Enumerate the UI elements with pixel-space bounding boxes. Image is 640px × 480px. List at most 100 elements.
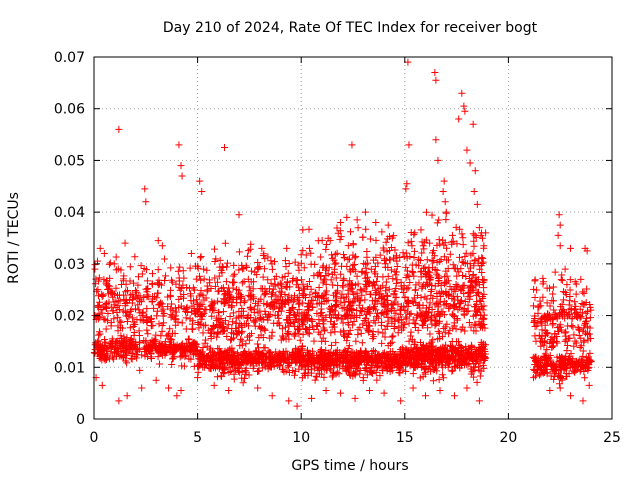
data-point [363, 371, 371, 379]
data-point [227, 329, 235, 337]
data-point [375, 290, 383, 298]
data-point [389, 332, 397, 340]
data-point [370, 304, 378, 312]
data-point [310, 357, 318, 365]
data-point [247, 306, 255, 314]
data-point [256, 314, 264, 322]
data-point [167, 264, 175, 272]
data-point [325, 264, 333, 272]
data-point [209, 352, 217, 360]
data-point [347, 228, 355, 236]
data-point [282, 263, 290, 271]
data-point [351, 355, 359, 363]
data-point [147, 355, 155, 363]
data-point [439, 374, 447, 382]
data-point [143, 326, 151, 334]
data-point [307, 260, 315, 268]
data-point [362, 260, 370, 268]
data-point [386, 348, 394, 356]
data-point [343, 337, 351, 345]
data-point [343, 333, 351, 341]
data-point [362, 314, 370, 322]
data-point [371, 319, 379, 327]
data-point [461, 327, 469, 335]
data-point [126, 307, 134, 315]
data-point [261, 360, 269, 368]
data-point [147, 349, 155, 357]
data-point [147, 322, 155, 330]
data-point [402, 263, 410, 271]
data-point [337, 315, 345, 323]
data-point [369, 282, 377, 290]
data-point [426, 330, 434, 338]
data-point [291, 367, 299, 375]
data-point [328, 251, 336, 259]
data-point [327, 329, 335, 337]
data-point [270, 357, 278, 365]
data-point [238, 341, 246, 349]
data-point [161, 338, 169, 346]
data-point [168, 312, 176, 320]
data-point [349, 288, 357, 296]
data-point [98, 290, 106, 298]
data-point [325, 304, 333, 312]
data-point [160, 309, 168, 317]
data-point [320, 297, 328, 305]
data-point [384, 364, 392, 372]
data-point [358, 267, 366, 275]
data-point [351, 370, 359, 378]
data-point [285, 299, 293, 307]
data-point [380, 255, 388, 263]
data-point [129, 346, 137, 354]
data-point [217, 266, 225, 274]
data-point [238, 265, 246, 273]
data-point [352, 361, 360, 369]
data-point [299, 353, 307, 361]
data-point [317, 253, 325, 261]
data-point [291, 258, 299, 266]
data-point [287, 306, 295, 314]
data-point [110, 298, 118, 306]
data-point [318, 236, 326, 244]
data-point [319, 334, 327, 342]
data-point [147, 315, 155, 323]
data-point [134, 281, 142, 289]
data-point [209, 322, 217, 330]
data-point [244, 314, 252, 322]
data-point [97, 344, 105, 352]
data-point [232, 319, 240, 327]
data-point [130, 329, 138, 337]
data-point [142, 266, 150, 274]
data-point [112, 253, 120, 261]
data-point [327, 313, 335, 321]
data-point [151, 293, 159, 301]
data-point [240, 277, 248, 285]
data-point [247, 240, 255, 248]
data-point [326, 365, 334, 373]
data-point [116, 291, 124, 299]
data-point [131, 286, 139, 294]
data-point [193, 296, 201, 304]
data-point [200, 275, 208, 283]
data-point [247, 350, 255, 358]
data-point [357, 329, 365, 337]
data-point [162, 272, 170, 280]
data-point [134, 301, 142, 309]
data-point [290, 371, 298, 379]
data-point [101, 353, 109, 361]
data-point [387, 363, 395, 371]
data-point [256, 315, 264, 323]
data-point [287, 318, 295, 326]
data-point [363, 248, 371, 256]
data-point [199, 329, 207, 337]
data-point [141, 348, 149, 356]
data-point [307, 249, 315, 257]
data-point [362, 225, 370, 233]
data-point [373, 273, 381, 281]
data-point [237, 293, 245, 301]
data-point [464, 307, 472, 315]
data-point [202, 336, 210, 344]
data-point [267, 363, 275, 371]
data-point [292, 353, 300, 361]
data-point [97, 306, 105, 314]
